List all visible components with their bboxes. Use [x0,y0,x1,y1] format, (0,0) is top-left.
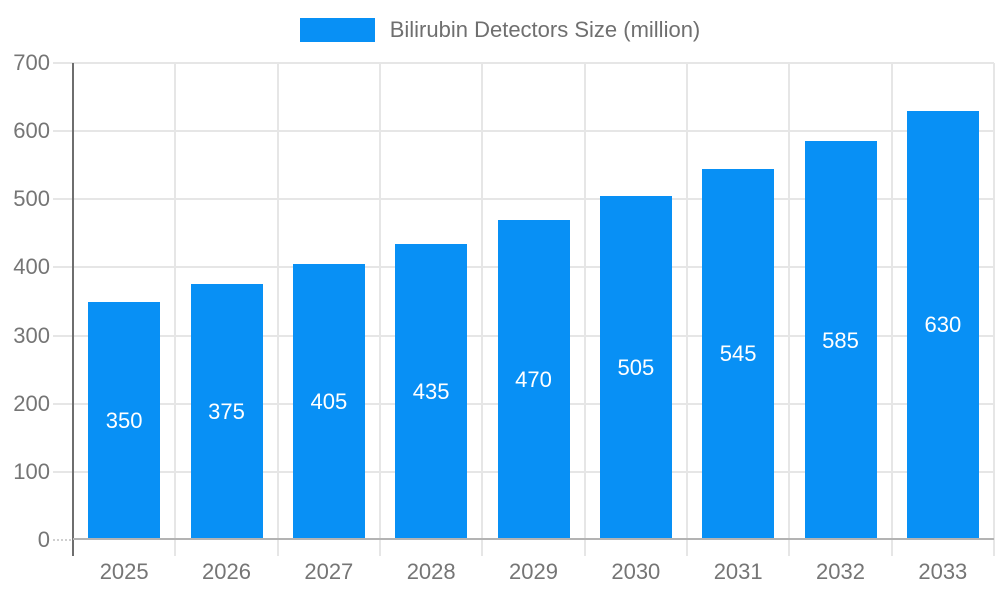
vertical-gridlines [73,63,995,556]
y-tick-label-200: 200 [13,390,50,416]
bar-value-label: 350 [105,407,143,433]
y-axis-line [72,63,74,556]
bar-2031[interactable]: 545 [702,168,775,540]
gridline-x-9 [993,63,995,556]
x-axis-line [73,538,994,540]
bar-value-label: 505 [617,354,655,380]
bar-value-label: 585 [822,327,859,353]
gridline-x-8 [890,63,893,556]
y-tick-label-500: 500 [13,186,50,212]
legend-label: Bilirubin Detectors Size (million) [389,17,701,42]
x-tick-label-2033: 2033 [918,559,968,584]
legend-swatch [299,18,375,42]
y-axis-labels: 0 100 200 300 400 500 600 700 [0,0,50,600]
gridline-x-1 [174,63,177,556]
x-tick-label-2031: 2031 [713,559,763,584]
bar-value-label: 375 [208,399,245,425]
gridline-x-7 [788,63,791,556]
gridline-x-3 [379,63,381,556]
y-tick-label-300: 300 [13,322,50,348]
x-tick-label-2026: 2026 [202,559,251,584]
gridline-y-500 [53,198,994,201]
x-tick-label-2028: 2028 [406,559,456,584]
bar-2026[interactable]: 375 [190,284,263,540]
bar-2028[interactable]: 435 [395,243,468,540]
y-tick-label-0: 0 [37,527,50,552]
x-tick-label-2030: 2030 [611,559,661,584]
bar-value-label: 405 [310,389,348,414]
zero-axis-tick [53,539,71,541]
x-tick-label-2025: 2025 [99,559,149,584]
x-tick-label-2032: 2032 [816,559,865,584]
y-tick-label-600: 600 [13,118,50,144]
bar-2033[interactable]: 630 [906,110,979,540]
x-tick-label-2027: 2027 [304,559,354,584]
bar-2032[interactable]: 585 [804,141,877,540]
gridline-y-700 [53,62,994,64]
y-tick-label-400: 400 [13,254,50,280]
bar-2027[interactable]: 405 [292,264,365,540]
gridline-x-5 [583,63,586,556]
bar-value-label: 470 [515,366,552,392]
bar-value-label: 630 [924,312,962,338]
plot-area: 350 375 405 435 470 505 545 585 630 [53,62,995,556]
gridline-x-2 [276,63,279,556]
legend[interactable]: Bilirubin Detectors Size (million) [0,17,1000,42]
gridline-y-600 [53,130,994,133]
y-tick-label-700: 700 [13,50,50,75]
gridline-x-4 [481,63,484,556]
bar-2030[interactable]: 505 [599,195,672,540]
bar-2025[interactable]: 350 [88,301,161,540]
bars-layer: 350 375 405 435 470 505 545 585 630 [73,63,994,540]
bar-2029[interactable]: 470 [497,219,570,540]
y-tick-label-100: 100 [13,458,50,484]
gridline-x-6 [686,63,688,556]
bar-value-label: 435 [412,378,450,404]
x-tick-label-2029: 2029 [509,559,558,584]
bar-value-label: 545 [719,341,757,367]
